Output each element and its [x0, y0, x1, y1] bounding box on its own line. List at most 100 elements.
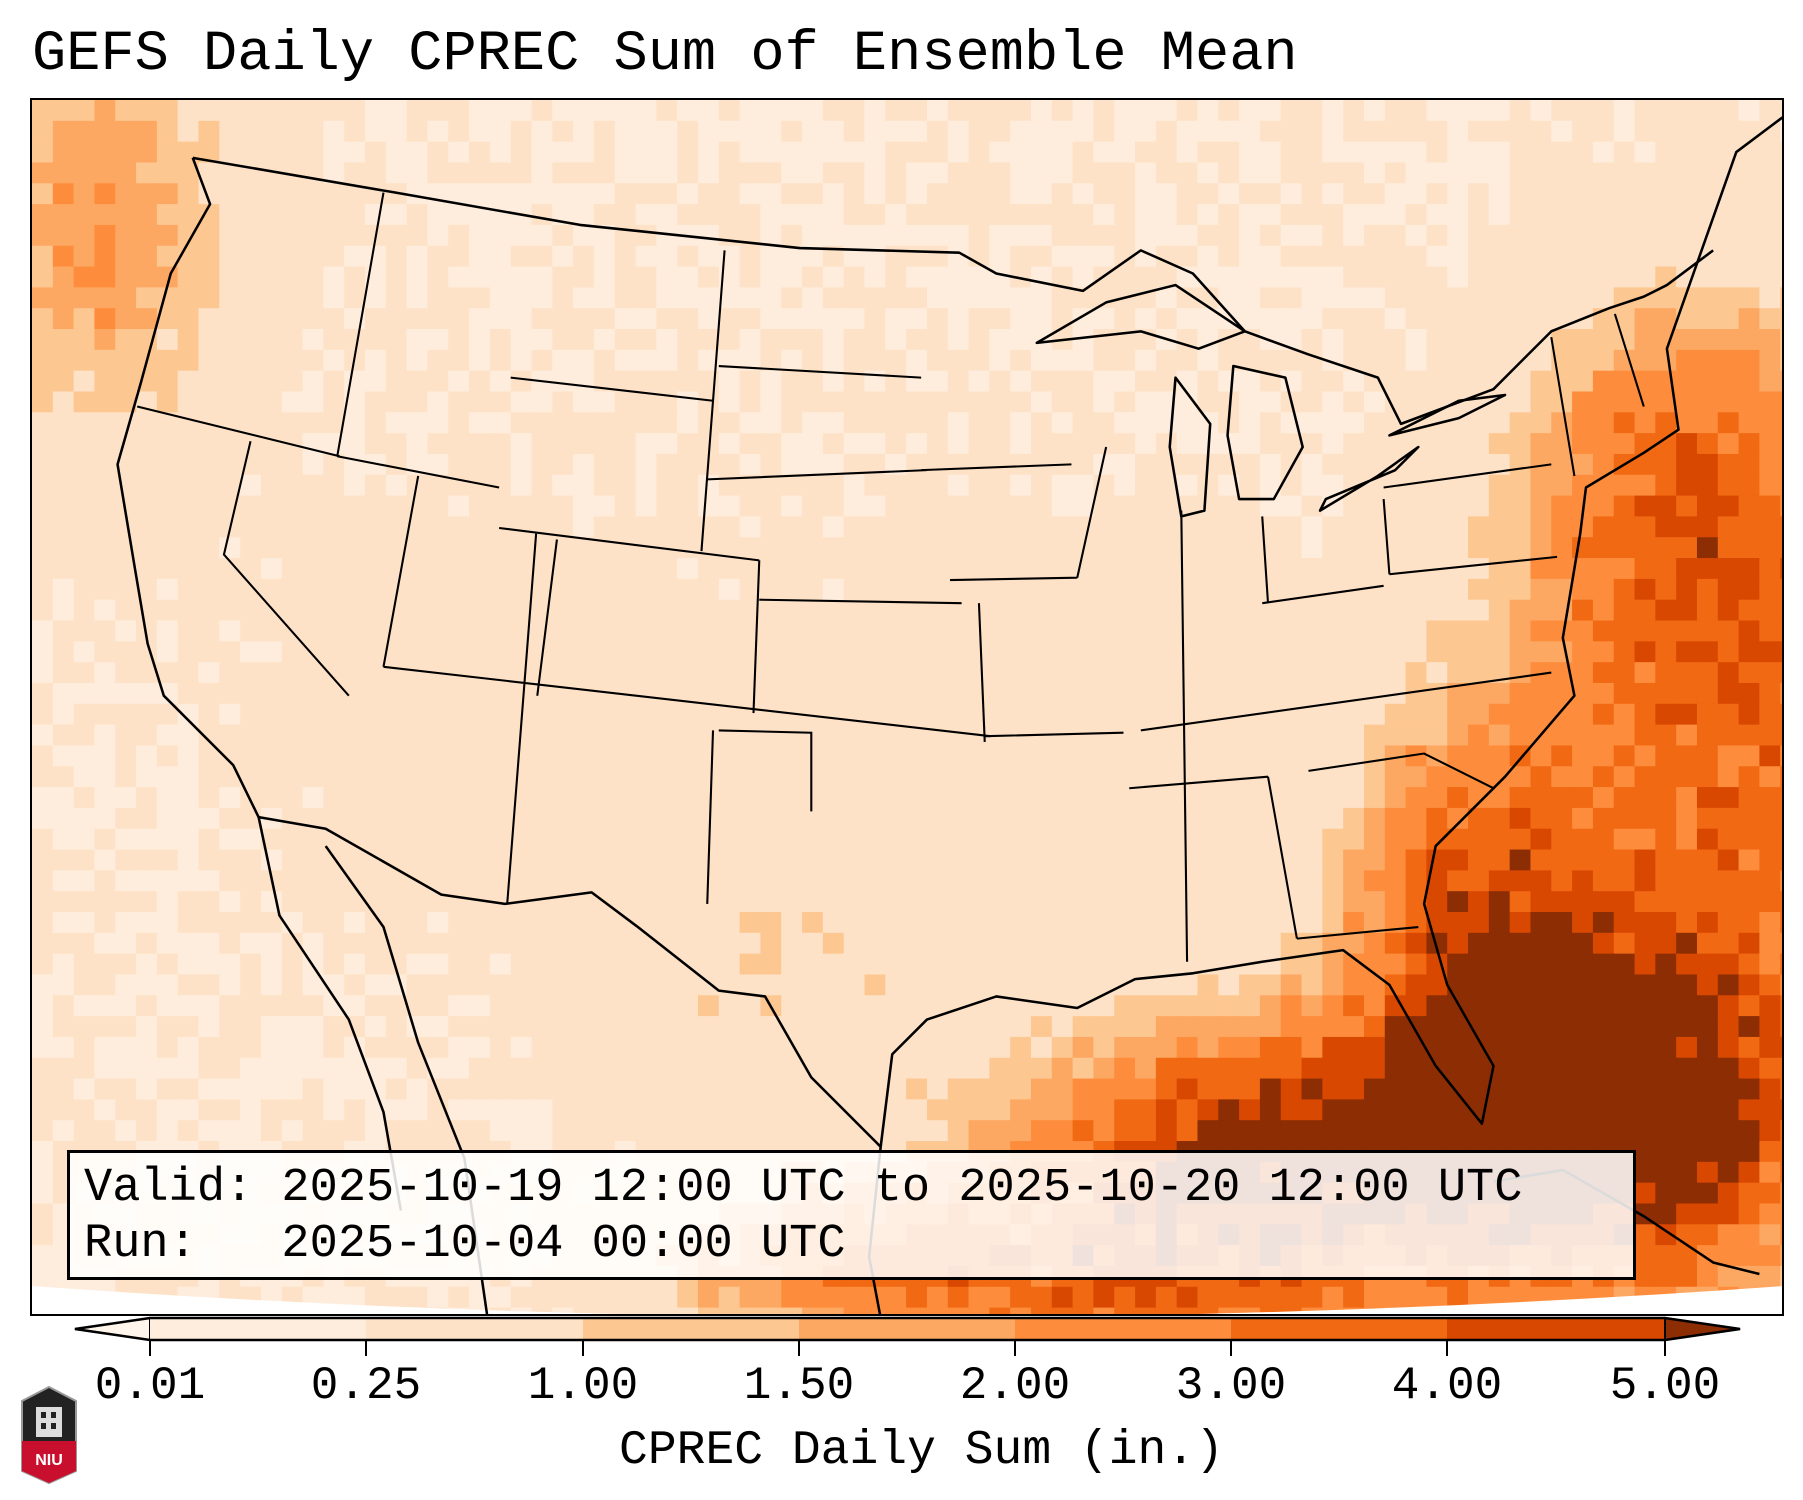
precip-cell: [552, 329, 574, 351]
precip-cell: [531, 412, 553, 434]
precip-cell: [1239, 516, 1261, 538]
precip-cell: [1530, 245, 1552, 268]
precip-cell: [219, 224, 241, 247]
precip-cell: [1197, 162, 1219, 184]
precip-cell: [427, 412, 449, 434]
precip-cell: [302, 578, 324, 601]
precip-cell: [1676, 329, 1698, 351]
precip-cell: [843, 1057, 866, 1080]
precip-cell: [1072, 412, 1094, 434]
precip-cell: [177, 349, 200, 372]
precip-cell: [32, 204, 54, 226]
precip-cell: [260, 745, 283, 767]
precip-cell: [906, 245, 928, 268]
precip-cell: [531, 912, 553, 934]
precip-cell: [1176, 724, 1199, 747]
precip-cell: [1613, 1036, 1636, 1059]
precip-cell: [1030, 1120, 1053, 1142]
precip-cell: [406, 1057, 429, 1080]
precip-cell: [968, 1016, 990, 1038]
precip-cell: [1634, 807, 1656, 830]
precip-cell: [822, 599, 845, 622]
precip-cell: [177, 224, 200, 247]
precip-cell: [864, 703, 886, 726]
precip-cell: [1301, 849, 1323, 871]
precip-cell: [885, 745, 907, 767]
precip-cell: [1010, 828, 1032, 851]
precip-cell: [593, 558, 616, 580]
precip-cell: [1072, 453, 1094, 476]
precip-cell: [1655, 1245, 1677, 1267]
precip-cell: [281, 349, 304, 372]
precip-cell: [1301, 266, 1323, 288]
precip-cell: [593, 662, 616, 684]
precip-cell: [1780, 953, 1782, 976]
precip-cell: [1759, 308, 1781, 330]
precip-cell: [1634, 245, 1656, 268]
precip-cell: [989, 995, 1011, 1017]
precip-cell: [947, 1099, 970, 1121]
precip-cell: [1135, 453, 1157, 476]
precip-cell: [843, 766, 866, 788]
precip-cell: [1530, 641, 1552, 663]
precip-cell: [718, 1016, 741, 1038]
precip-cell: [136, 120, 158, 143]
precip-cell: [1030, 141, 1053, 164]
precip-cell: [1030, 370, 1053, 393]
precip-cell: [864, 558, 886, 580]
precip-cell: [1405, 1120, 1427, 1142]
precip-cell: [1239, 412, 1261, 434]
precip-cell: [1634, 620, 1656, 642]
precip-cell: [177, 912, 200, 934]
precip-cell: [260, 703, 283, 726]
precip-cell: [802, 703, 824, 726]
precip-cell: [115, 558, 137, 580]
precip-cell: [1613, 162, 1636, 184]
precip-cell: [1218, 266, 1240, 288]
precip-cell: [781, 120, 803, 143]
precip-cell: [802, 329, 824, 351]
precip-cell: [1780, 578, 1782, 601]
precip-cell: [1780, 537, 1782, 559]
precip-cell: [1488, 703, 1511, 726]
precip-cell: [1426, 204, 1448, 226]
precip-cell: [822, 995, 845, 1017]
precip-cell: [802, 370, 824, 393]
precip-cell: [1176, 1286, 1199, 1309]
precip-cell: [1780, 995, 1782, 1017]
precip-cell: [32, 1182, 54, 1205]
precip-cell: [52, 1120, 75, 1142]
precip-cell: [573, 308, 595, 330]
precip-cell: [843, 1286, 866, 1309]
precip-cell: [1738, 1161, 1760, 1184]
precip-cell: [552, 453, 574, 476]
precip-cell: [781, 558, 803, 580]
precip-cell: [1051, 1057, 1074, 1080]
precip-cell: [677, 453, 699, 476]
precip-cell: [1239, 120, 1261, 143]
precip-cell: [32, 870, 54, 892]
precip-cell: [718, 433, 741, 455]
precip-cell: [156, 578, 179, 601]
precip-cell: [448, 662, 470, 684]
precip-cell: [115, 703, 137, 726]
precip-cell: [1634, 703, 1656, 726]
precip-cell: [1447, 891, 1469, 913]
precip-cell: [906, 412, 928, 434]
precip-cell: [1343, 828, 1365, 851]
precip-cell: [1655, 1141, 1677, 1163]
precip-cell: [364, 162, 387, 184]
precip-cell: [1051, 349, 1074, 372]
precip-cell: [198, 1120, 220, 1142]
precip-cell: [1530, 495, 1552, 517]
precip-cell: [385, 558, 408, 580]
precip-cell: [593, 433, 616, 455]
precip-cell: [1634, 141, 1656, 164]
precip-cell: [448, 433, 470, 455]
precip-cell: [1197, 224, 1219, 247]
precip-cell: [427, 766, 449, 788]
precip-cell: [1634, 100, 1656, 122]
precip-cell: [219, 141, 241, 164]
precip-cell: [1426, 662, 1448, 684]
precip-cell: [73, 891, 96, 913]
